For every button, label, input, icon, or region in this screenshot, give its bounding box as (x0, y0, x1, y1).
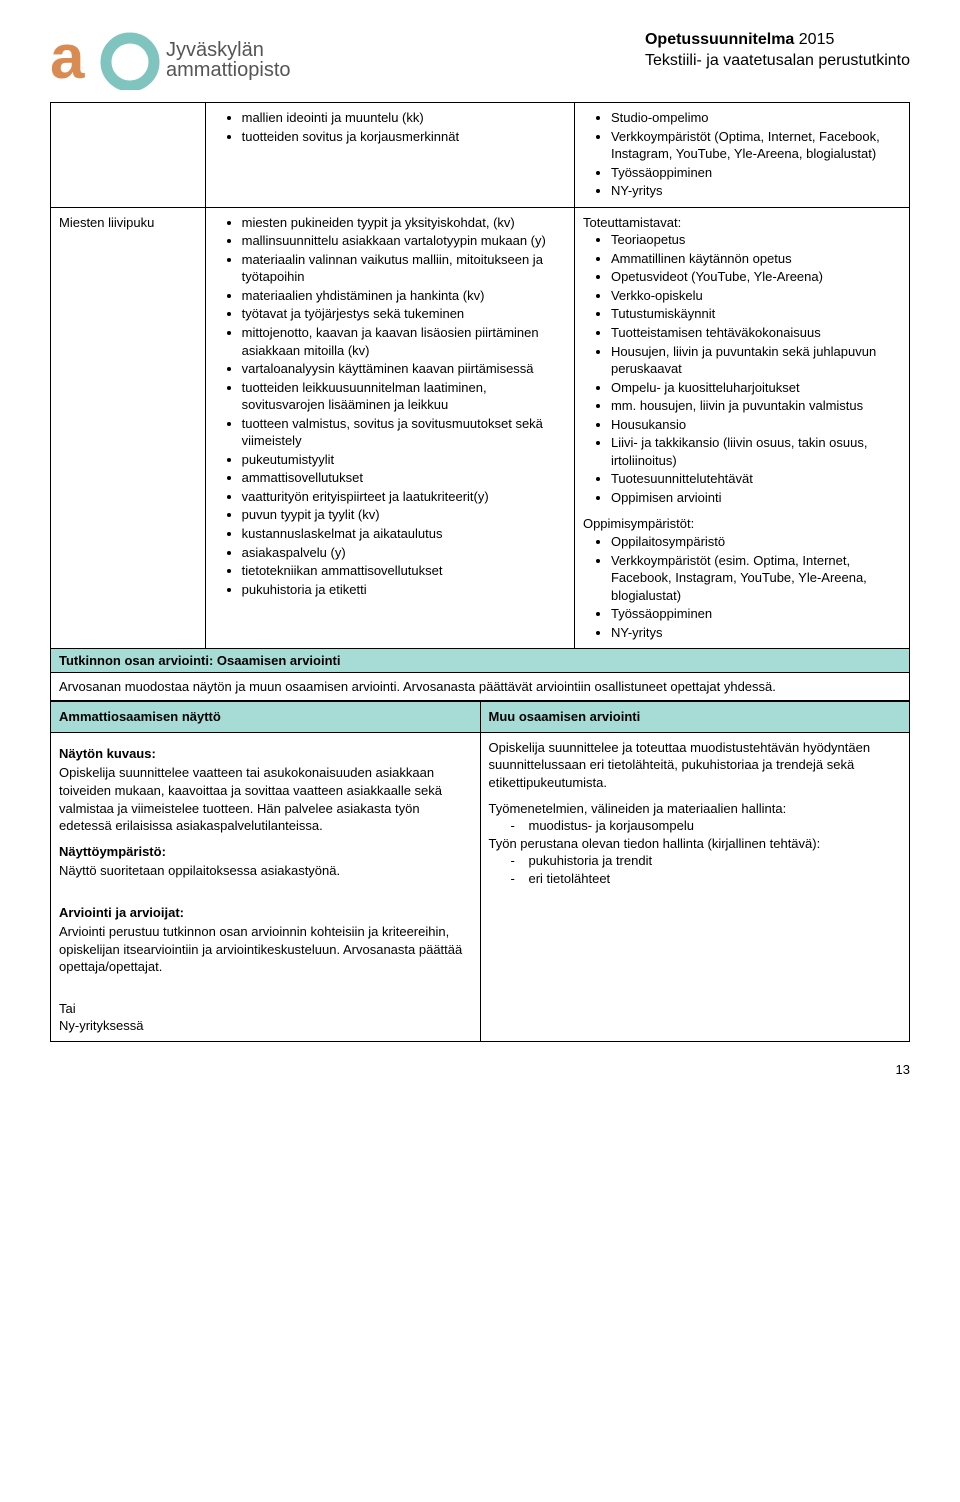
list-item: Opetusvideot (YouTube, Yle-Areena) (611, 268, 901, 286)
title-bold: Opetussuunnitelma (645, 31, 794, 48)
assessment-col1-header: Ammattiosaamisen näyttö (51, 702, 481, 733)
list-item: mm. housujen, liivin ja puvuntakin valmi… (611, 397, 901, 415)
list-item: mallien ideointi ja muuntelu (kk) (242, 109, 566, 127)
header-subtitle: Tekstiili- ja vaatetusalan perustutkinto (645, 51, 910, 72)
list-item: Työssäoppiminen (611, 164, 901, 182)
dash-item: pukuhistoria ja trendit (529, 852, 902, 870)
list-item: Housujen, liivin ja puvuntakin sekä juhl… (611, 343, 901, 378)
list-item: Oppilaitosympäristö (611, 533, 901, 551)
list-item: Ompelu- ja kuositteluharjoitukset (611, 379, 901, 397)
col2-line1: Työmenetelmien, välineiden ja materiaali… (489, 800, 902, 818)
col1-p3: Arviointi perustuu tutkinnon osan arvioi… (59, 923, 472, 976)
content-table: mallien ideointi ja muuntelu (kk)tuottei… (50, 102, 910, 649)
assessment-col1-body: Näytön kuvaus: Opiskelija suunnittelee v… (51, 732, 481, 1041)
list-item: asiakaspalvelu (y) (242, 544, 566, 562)
list-item: Verkkoympäristöt (esim. Optima, Internet… (611, 552, 901, 605)
svg-text:a: a (50, 30, 85, 90)
list-item: Ammatillinen käytännön opetus (611, 250, 901, 268)
list-item: puvun tyypit ja tyylit (kv) (242, 506, 566, 524)
col2-line2: Työn perustana olevan tiedon hallinta (k… (489, 835, 902, 853)
list-item: Liivi- ja takkikansio (liivin osuus, tak… (611, 434, 901, 469)
row2-label: Miesten liivipuku (51, 207, 206, 649)
list-item: pukeutumistyylit (242, 451, 566, 469)
dash-item: muodistus- ja korjausompelu (529, 817, 902, 835)
list-item: Tutustumiskäynnit (611, 305, 901, 323)
row1-label (51, 103, 206, 208)
list-item: vartaloanalyysin käyttäminen kaavan piir… (242, 360, 566, 378)
list-item: Työssäoppiminen (611, 605, 901, 623)
list-item: Teoriaopetus (611, 231, 901, 249)
col1-h3: Arviointi ja arvioijat: (59, 904, 472, 922)
assessment-table: Ammattiosaamisen näyttö Muu osaamisen ar… (50, 701, 910, 1042)
row2-mid: miesten pukineiden tyypit ja yksityiskoh… (205, 207, 574, 649)
list-item: Housukansio (611, 416, 901, 434)
row1-right: Studio-ompelimoVerkkoympäristöt (Optima,… (574, 103, 909, 208)
col1-p2: Näyttö suoritetaan oppilaitoksessa asiak… (59, 862, 472, 880)
list-item: Verkko-opiskelu (611, 287, 901, 305)
list-item: Tuotesuunnittelutehtävät (611, 470, 901, 488)
list-item: tietotekniikan ammattisovellutukset (242, 562, 566, 580)
assessment-col2-body: Opiskelija suunnittelee ja toteuttaa muo… (480, 732, 910, 1041)
page-number: 13 (50, 1062, 910, 1077)
col1-h1: Näytön kuvaus: (59, 745, 472, 763)
assessment-col2-header: Muu osaamisen arviointi (480, 702, 910, 733)
col1-tail2: Ny-yrityksessä (59, 1017, 472, 1035)
list-item: Verkkoympäristöt (Optima, Internet, Face… (611, 128, 901, 163)
assessment-intro: Arvosanan muodostaa näytön ja muun osaam… (50, 673, 910, 701)
logo-text: Jyväskylän ammattiopisto (166, 40, 291, 80)
list-item: tuotteiden leikkuusuunnitelman laatimine… (242, 379, 566, 414)
row1-mid: mallien ideointi ja muuntelu (kk)tuottei… (205, 103, 574, 208)
list-item: NY-yritys (611, 182, 901, 200)
row2-right: Toteuttamistavat: TeoriaopetusAmmatillin… (574, 207, 909, 649)
assessment-title: Tutkinnon osan arviointi: Osaamisen arvi… (50, 649, 910, 673)
list-item: Studio-ompelimo (611, 109, 901, 127)
list-item: materiaalin valinnan vaikutus malliin, m… (242, 251, 566, 286)
list-item: työtavat ja työjärjestys sekä tukeminen (242, 305, 566, 323)
page-header: a Jyväskylän ammattiopisto Opetussuunnit… (50, 30, 910, 90)
ao-logo-icon: a (50, 30, 160, 90)
list-item: tuotteiden sovitus ja korjausmerkinnät (242, 128, 566, 146)
list-item: materiaalien yhdistäminen ja hankinta (k… (242, 287, 566, 305)
list-item: miesten pukineiden tyypit ja yksityiskoh… (242, 214, 566, 232)
row2-right-h2: Oppimisympäristöt: (583, 515, 901, 533)
col1-h2: Näyttöympäristö: (59, 843, 472, 861)
list-item: Oppimisen arviointi (611, 489, 901, 507)
list-item: mittojenotto, kaavan ja kaavan lisäosien… (242, 324, 566, 359)
dash-item: eri tietolähteet (529, 870, 902, 888)
col1-tail1: Tai (59, 1000, 472, 1018)
list-item: kustannuslaskelmat ja aikataulutus (242, 525, 566, 543)
logo-line2: ammattiopisto (166, 60, 291, 80)
logo-line1: Jyväskylän (166, 40, 291, 60)
col1-p1: Opiskelija suunnittelee vaatteen tai asu… (59, 764, 472, 834)
logo: a Jyväskylän ammattiopisto (50, 30, 291, 90)
list-item: mallinsuunnittelu asiakkaan vartalotyypi… (242, 232, 566, 250)
list-item: Tuotteistamisen tehtäväkokonaisuus (611, 324, 901, 342)
header-title-block: Opetussuunnitelma 2015 Tekstiili- ja vaa… (645, 30, 910, 72)
col2-p1: Opiskelija suunnittelee ja toteuttaa muo… (489, 739, 902, 792)
list-item: vaatturityön erityispiirteet ja laatukri… (242, 488, 566, 506)
title-year: 2015 (799, 31, 835, 48)
list-item: ammattisovellutukset (242, 469, 566, 487)
row2-right-h1: Toteuttamistavat: (583, 214, 901, 232)
list-item: NY-yritys (611, 624, 901, 642)
list-item: tuotteen valmistus, sovitus ja sovitusmu… (242, 415, 566, 450)
list-item: pukuhistoria ja etiketti (242, 581, 566, 599)
